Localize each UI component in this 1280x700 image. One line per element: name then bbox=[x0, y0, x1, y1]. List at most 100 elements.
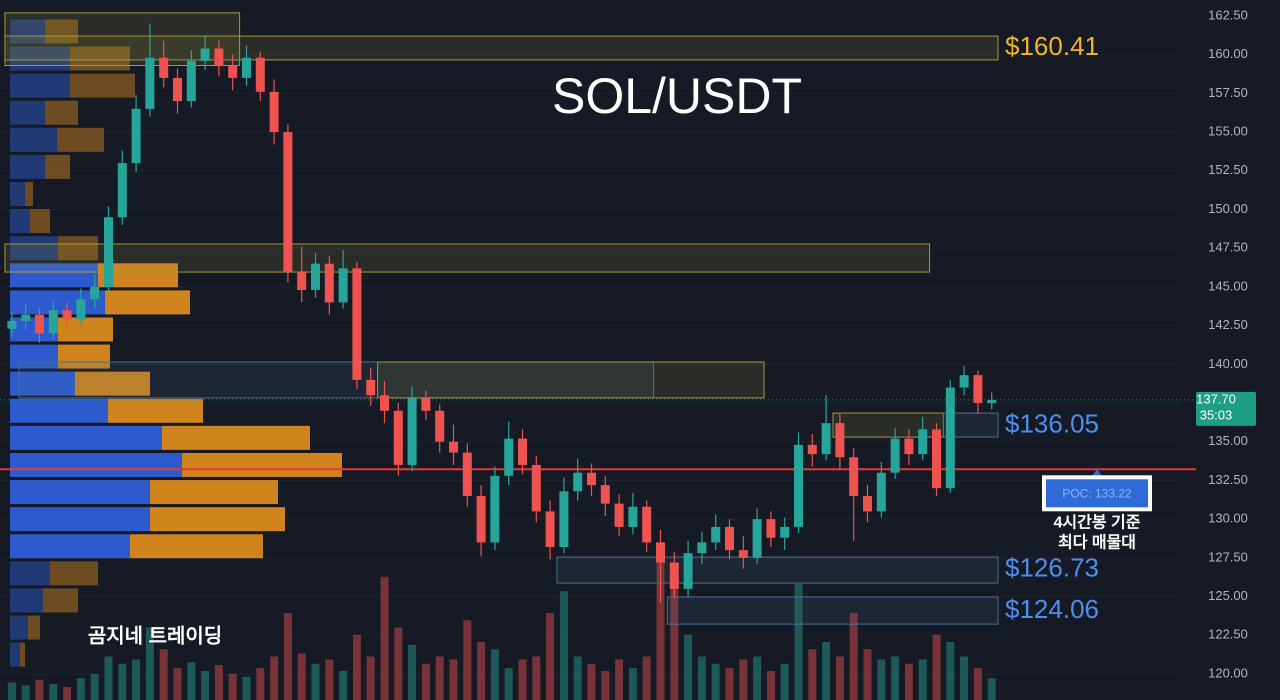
y-tick-label: 127.50 bbox=[1208, 549, 1248, 564]
candle-body bbox=[35, 314, 44, 334]
candle-body bbox=[780, 526, 790, 538]
candle-body bbox=[697, 542, 707, 554]
candle-body bbox=[600, 485, 610, 504]
profile-sell bbox=[150, 480, 278, 505]
volume-bar bbox=[587, 663, 596, 700]
volume-bar bbox=[145, 627, 154, 700]
candle-body bbox=[849, 457, 859, 496]
profile-buy bbox=[10, 182, 25, 207]
profile-sell bbox=[45, 154, 70, 179]
candle-body bbox=[48, 310, 58, 334]
price-zone bbox=[4, 12, 241, 66]
countdown-label: 35:03 bbox=[1200, 407, 1233, 422]
candle-body bbox=[76, 299, 86, 320]
profile-sell bbox=[58, 344, 110, 369]
candle-body bbox=[656, 542, 665, 563]
profile-sell bbox=[30, 209, 50, 234]
candle-body bbox=[407, 398, 417, 465]
candle-body bbox=[559, 491, 569, 548]
volume-bar bbox=[477, 642, 486, 700]
candle-body bbox=[352, 268, 362, 380]
y-tick-label: 157.50 bbox=[1208, 85, 1248, 100]
profile-sell bbox=[45, 100, 78, 125]
profile-buy bbox=[10, 507, 150, 532]
candle-body bbox=[214, 48, 224, 66]
volume-bar bbox=[684, 634, 693, 700]
profile-sell bbox=[28, 615, 40, 640]
volume-bar bbox=[987, 678, 996, 700]
poc-note: 4시간봉 기준 bbox=[1054, 514, 1141, 532]
volume-bar bbox=[339, 671, 348, 700]
volume-bar bbox=[628, 668, 637, 700]
zone-label: $136.05 bbox=[1005, 408, 1099, 438]
volume-bar bbox=[546, 613, 555, 700]
volume-bar bbox=[49, 684, 58, 700]
volume-bar bbox=[311, 663, 320, 700]
volume-bar bbox=[435, 656, 444, 700]
volume-bar bbox=[394, 627, 403, 700]
price-zone bbox=[556, 556, 999, 584]
candle-body bbox=[449, 441, 458, 453]
candle-body bbox=[159, 57, 169, 78]
volume-bar bbox=[739, 659, 748, 700]
candle-body bbox=[338, 268, 348, 303]
volume-bar bbox=[615, 659, 624, 700]
candle-body bbox=[186, 60, 196, 102]
volume-bar bbox=[421, 663, 430, 700]
y-tick-label: 130.00 bbox=[1208, 511, 1248, 526]
volume-bar bbox=[918, 659, 927, 700]
volume-bar bbox=[214, 665, 223, 700]
y-tick-label: 147.50 bbox=[1208, 240, 1248, 255]
volume-bar bbox=[449, 659, 458, 700]
profile-sell bbox=[150, 507, 285, 532]
candle-body bbox=[587, 472, 596, 486]
volume-bar bbox=[725, 668, 734, 700]
volume-bar bbox=[159, 649, 168, 700]
profile-buy bbox=[10, 615, 28, 640]
volume-bar bbox=[532, 656, 541, 700]
volume-bar bbox=[573, 656, 582, 700]
y-tick-label: 160.00 bbox=[1208, 46, 1248, 61]
y-tick-label: 120.00 bbox=[1208, 665, 1248, 680]
volume-bar bbox=[877, 659, 886, 700]
candle-body bbox=[145, 57, 155, 109]
volume-bar bbox=[518, 659, 527, 700]
volume-bar bbox=[670, 576, 679, 700]
volume-bar bbox=[504, 668, 513, 700]
profile-sell bbox=[50, 561, 98, 586]
volume-bar bbox=[352, 634, 361, 700]
candle-body bbox=[711, 526, 721, 543]
price-zone bbox=[18, 361, 655, 399]
profile-sell bbox=[57, 127, 104, 152]
candle-body bbox=[393, 410, 403, 465]
candle-body bbox=[628, 506, 638, 527]
candle-body bbox=[835, 423, 845, 458]
volume-bar bbox=[766, 671, 775, 700]
candle-body bbox=[476, 495, 486, 543]
candle-body bbox=[90, 286, 100, 300]
volume-bar bbox=[187, 662, 196, 700]
volume-bar bbox=[366, 656, 375, 700]
volume-bar bbox=[780, 663, 789, 700]
zone-label: $126.73 bbox=[1005, 553, 1099, 583]
volume-bar bbox=[960, 656, 969, 700]
profile-buy bbox=[10, 425, 162, 450]
candle-body bbox=[421, 398, 431, 411]
volume-bar bbox=[408, 644, 417, 700]
profile-buy bbox=[10, 480, 150, 505]
price-zone bbox=[942, 412, 999, 438]
candle-body bbox=[725, 526, 734, 551]
volume-bar bbox=[201, 671, 210, 700]
profile-buy bbox=[10, 209, 30, 234]
volume-bar bbox=[642, 656, 651, 700]
volume-bar bbox=[104, 656, 113, 700]
volume-bar bbox=[863, 649, 872, 700]
volume-bar bbox=[242, 676, 251, 700]
volume-bar bbox=[891, 656, 900, 700]
profile-buy bbox=[10, 154, 45, 179]
candle-body bbox=[918, 429, 928, 455]
candle-body bbox=[297, 271, 307, 291]
candle-body bbox=[117, 163, 127, 218]
candle-body bbox=[283, 132, 293, 272]
